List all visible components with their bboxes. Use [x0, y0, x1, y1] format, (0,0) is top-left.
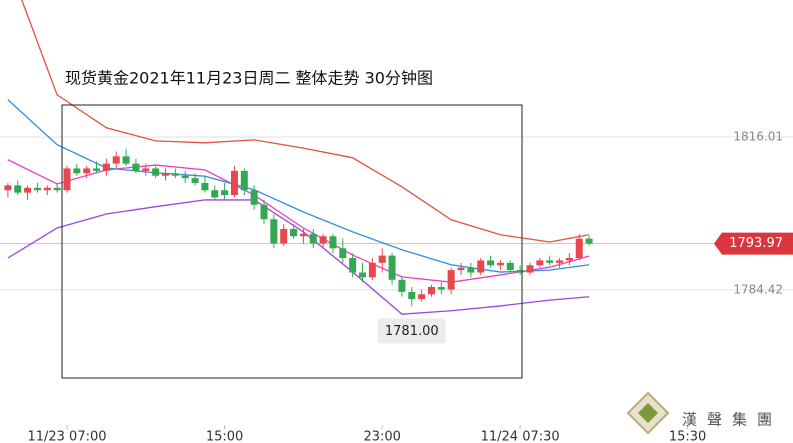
candle-body: [14, 185, 22, 193]
candle-body: [260, 204, 268, 220]
candle-body: [368, 262, 376, 278]
y-tick-label: 1816.01: [733, 129, 783, 143]
candle-body: [142, 168, 150, 171]
candle-body: [418, 294, 426, 300]
candle-body: [506, 262, 514, 271]
candle-body: [299, 233, 307, 237]
candle-body: [171, 173, 179, 176]
candle-body: [388, 255, 396, 280]
x-tick-label: 15:30: [669, 430, 706, 443]
candle-body: [93, 168, 101, 171]
candle-body: [536, 260, 544, 266]
candle-body: [73, 168, 81, 174]
candle-body: [102, 163, 110, 171]
candle-body: [398, 279, 406, 292]
annotation-label: 1781.00: [385, 324, 439, 339]
candle-body: [112, 156, 120, 164]
plot: [4, 0, 593, 315]
candle-body: [447, 270, 455, 290]
candle-body: [546, 260, 554, 263]
candle-body: [496, 262, 504, 266]
candle-body: [378, 255, 386, 263]
logo: 漢聲集團: [626, 391, 782, 435]
candle-body: [132, 163, 140, 171]
candle-body: [437, 287, 445, 290]
candle-body: [83, 168, 91, 174]
candle-body: [201, 182, 209, 191]
candle-body: [526, 265, 534, 273]
candle-body: [4, 185, 12, 191]
candle-body: [585, 238, 593, 244]
candle-body: [575, 238, 583, 259]
frame: [61, 104, 523, 379]
candle-body: [43, 187, 51, 191]
candle-body: [122, 156, 130, 164]
chart-title: 现货黄金2021年11月23日周二 整体走势 30分钟图: [65, 69, 433, 88]
grid: [0, 136, 793, 429]
candle-body: [477, 260, 485, 273]
candle-body: [33, 187, 41, 191]
candle-body: [161, 173, 169, 176]
candle-body: [63, 168, 71, 191]
candle-body: [487, 260, 495, 266]
x-tick-label: 11/24 07:30: [481, 430, 560, 443]
candle-body: [467, 267, 475, 273]
watermark: 漢聲集團: [682, 411, 782, 429]
x-tick-label: 15:00: [206, 430, 243, 443]
indicator-line: [7, 199, 590, 315]
candle-body: [329, 236, 337, 249]
candle-body: [250, 190, 258, 205]
candle-body: [516, 270, 524, 273]
candle-body: [290, 228, 298, 237]
candle-body: [556, 260, 564, 263]
candle-body: [427, 287, 435, 295]
candle-body: [152, 168, 160, 176]
candle-body: [349, 258, 357, 273]
candle-body: [181, 175, 189, 179]
candle-body: [211, 190, 219, 198]
candle-body: [270, 219, 278, 244]
candle-body: [24, 187, 32, 193]
candle-body: [280, 228, 288, 244]
candle-body: [191, 178, 199, 183]
candle-body: [221, 190, 229, 196]
candle-body: [230, 170, 238, 196]
x-tick-label: 23:00: [363, 430, 400, 443]
y-tick-label: 1784.42: [733, 282, 783, 296]
candle-body: [359, 272, 367, 278]
candle-body: [53, 187, 61, 191]
x-tick-label: 11/23 07:00: [27, 430, 106, 443]
indicator-line: [21, 0, 590, 243]
candle-body: [309, 233, 317, 244]
candle-body: [565, 258, 573, 261]
candle-body: [319, 236, 327, 244]
indicator-line: [7, 99, 590, 273]
last-price-label: 1793.97: [729, 236, 783, 251]
annotation-box: [377, 318, 446, 344]
candle-body: [408, 291, 416, 300]
candle-body: [339, 248, 347, 259]
candle-body: [457, 267, 465, 271]
candle-body: [240, 170, 248, 191]
last-price-tag: [714, 232, 793, 255]
